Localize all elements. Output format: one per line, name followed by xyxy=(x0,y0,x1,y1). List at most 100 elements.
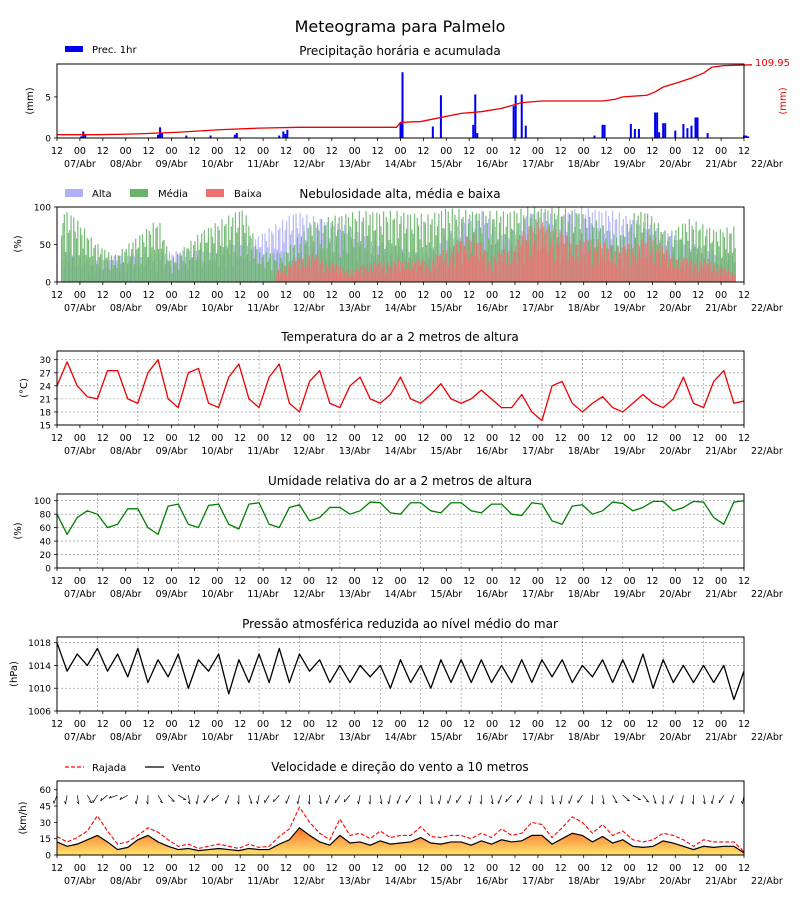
cloud-bar-média xyxy=(230,226,232,282)
cloud-bar-média xyxy=(382,211,385,282)
x-tick-label: 00 xyxy=(349,290,361,301)
x-date-label: 09/Abr xyxy=(156,732,188,743)
cloud-bar-média xyxy=(704,236,707,282)
cloud-bar-média xyxy=(702,224,704,282)
x-tick-label: 00 xyxy=(486,719,498,730)
cloud-bar-média xyxy=(131,249,133,282)
x-tick-label: 00 xyxy=(394,863,406,874)
cloud-bar-média xyxy=(74,231,76,282)
x-date-label: 15/Abr xyxy=(430,589,462,600)
cloud-bar-baixa xyxy=(677,268,680,282)
cloud-bar-média xyxy=(124,251,126,282)
cloud-bar-média xyxy=(145,229,148,282)
cloud-bar-baixa xyxy=(614,251,616,282)
cloud-bar-média xyxy=(485,216,487,282)
cloud-bar-baixa xyxy=(568,239,571,282)
cloud-bar-alta xyxy=(288,216,290,282)
cloud-bar-média xyxy=(633,213,635,282)
x-tick-label: 12 xyxy=(97,146,109,157)
cloud-bar-média xyxy=(271,270,273,282)
cloud-bar-baixa xyxy=(353,270,355,282)
wind-arrow xyxy=(109,794,118,799)
cloud-bar-média xyxy=(723,237,725,282)
cloud-bar-baixa xyxy=(458,252,460,282)
wind-arrow-head xyxy=(187,801,191,805)
cloud-bar-média xyxy=(482,211,484,282)
cloud-bar-baixa xyxy=(393,261,395,282)
cloud-bar-baixa xyxy=(438,256,440,282)
precip-bar xyxy=(286,129,289,138)
cloud-bar-baixa xyxy=(687,265,689,282)
x-tick-label: 00 xyxy=(532,146,544,157)
cloud-bar-média xyxy=(420,213,422,282)
cloud-bar-média xyxy=(387,222,389,282)
cloud-bar-média xyxy=(385,216,387,282)
cloud-bar-baixa xyxy=(610,246,612,282)
cloud-bar-baixa xyxy=(578,261,580,282)
x-tick-label: 00 xyxy=(120,576,132,587)
cloud-bar-média xyxy=(312,241,315,282)
x-date-label: 20/Abr xyxy=(659,303,691,314)
x-date-label: 17/Abr xyxy=(522,589,554,600)
cloud-bar-baixa xyxy=(632,249,634,282)
cloud-bar-média xyxy=(257,263,259,282)
cloud-bar-média xyxy=(338,216,340,282)
cloud-bar-baixa xyxy=(671,266,673,282)
precip-bar xyxy=(747,136,750,138)
cloud-bar-média xyxy=(226,248,228,282)
cloud-bar-média xyxy=(444,208,447,282)
x-tick-label: 12 xyxy=(51,719,63,730)
x-date-label: 08/Abr xyxy=(110,303,142,314)
cloud-bar-média xyxy=(116,268,118,282)
cloud-bar-média xyxy=(198,250,200,282)
cloud-bar-baixa xyxy=(481,257,483,282)
cloud-bar-baixa xyxy=(676,259,678,282)
cloud-bar-média xyxy=(303,231,305,282)
cloud-bar-baixa xyxy=(626,254,629,282)
cloud-bar-baixa xyxy=(686,257,688,282)
cloud-bar-média xyxy=(71,257,74,282)
y-tick-label: 27 xyxy=(40,369,51,379)
x-tick-label: 00 xyxy=(532,576,544,587)
cloud-bar-média xyxy=(117,255,119,282)
series-line-2 xyxy=(56,359,745,422)
cloud-bar-média xyxy=(506,213,509,282)
x-tick-label: 12 xyxy=(188,146,200,157)
cloud-bar-média xyxy=(636,223,638,282)
x-date-label: 20/Abr xyxy=(659,876,691,887)
cloud-bar-média xyxy=(523,215,525,282)
cloud-bar-baixa xyxy=(523,264,525,282)
cloud-bar-média xyxy=(411,229,413,282)
wind-arrow-head xyxy=(741,801,743,805)
cloud-bar-baixa xyxy=(641,239,643,282)
x-tick-label: 12 xyxy=(738,433,750,444)
cloud-bar-baixa xyxy=(655,237,657,282)
precip-bar xyxy=(593,135,596,138)
x-date-label: 17/Abr xyxy=(522,303,554,314)
cloud-bar-baixa xyxy=(515,245,517,282)
x-date-label: 15/Abr xyxy=(430,159,462,170)
x-tick-label: 12 xyxy=(738,719,750,730)
cloud-bar-baixa xyxy=(529,257,532,282)
x-tick-label: 00 xyxy=(394,719,406,730)
precip-bar xyxy=(472,124,475,138)
x-tick-label: 12 xyxy=(372,576,384,587)
x-tick-label: 00 xyxy=(486,576,498,587)
cloud-bar-baixa xyxy=(374,270,377,282)
cloud-bar-média xyxy=(465,209,467,282)
x-tick-label: 12 xyxy=(601,719,613,730)
wind-arrow xyxy=(568,795,573,804)
cloud-bar-média xyxy=(197,234,199,282)
cloud-bar-média xyxy=(215,253,218,282)
precip-bar xyxy=(278,135,281,138)
x-date-label: 18/Abr xyxy=(568,446,600,457)
wind-arrow-head xyxy=(468,801,470,805)
precip-bar xyxy=(686,128,689,138)
cloud-bar-baixa xyxy=(377,263,379,282)
x-tick-label: 12 xyxy=(509,719,521,730)
x-tick-label: 12 xyxy=(143,719,155,730)
cloud-bar-média xyxy=(682,223,684,282)
cloud-bar-média xyxy=(306,241,308,282)
cloud-bar-baixa xyxy=(708,270,711,282)
cloud-bar-baixa xyxy=(342,266,344,282)
